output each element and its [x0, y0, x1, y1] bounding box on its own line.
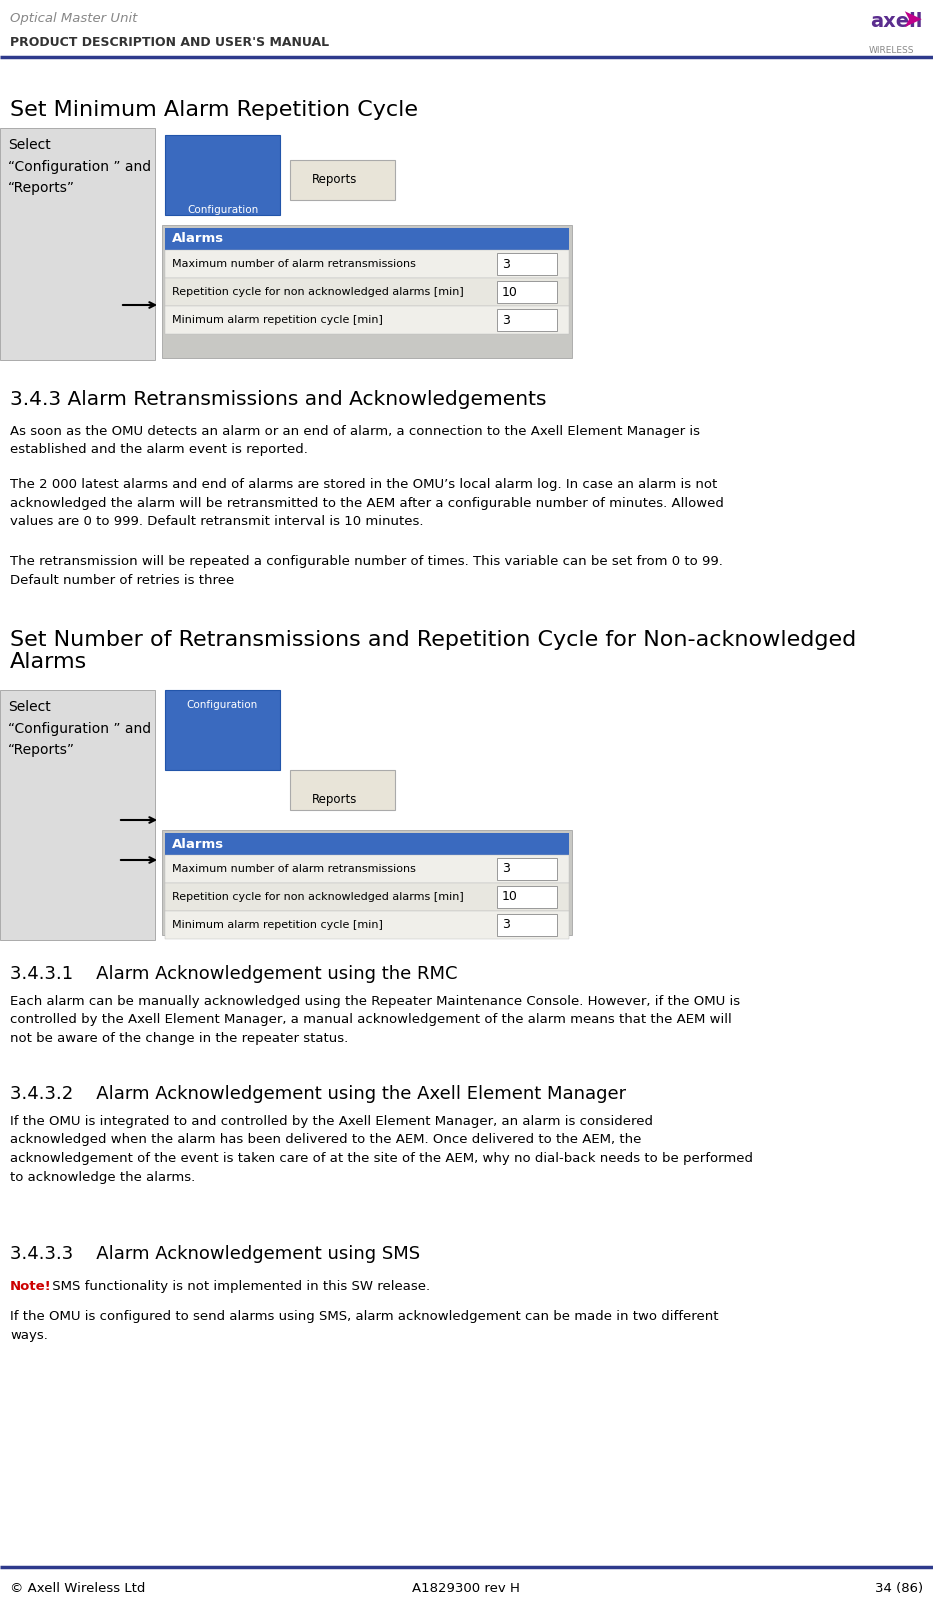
Text: 3: 3	[502, 918, 509, 931]
Text: Reports: Reports	[312, 794, 357, 807]
Text: If the OMU is integrated to and controlled by the Axell Element Manager, an alar: If the OMU is integrated to and controll…	[10, 1115, 753, 1183]
Text: Repetition cycle for non acknowledged alarms [min]: Repetition cycle for non acknowledged al…	[172, 287, 464, 297]
Bar	[165, 691, 280, 770]
Bar	[165, 910, 569, 939]
Bar	[497, 859, 557, 880]
Text: The retransmission will be repeated a configurable number of times. This variabl: The retransmission will be repeated a co…	[10, 555, 723, 586]
Text: 3.4.3.1    Alarm Acknowledgement using the RMC: 3.4.3.1 Alarm Acknowledgement using the …	[10, 965, 457, 983]
Bar	[497, 281, 557, 303]
Bar	[497, 914, 557, 936]
Bar	[290, 160, 395, 200]
Bar	[497, 253, 557, 274]
Text: If the OMU is configured to send alarms using SMS, alarm acknowledgement can be : If the OMU is configured to send alarms …	[10, 1311, 718, 1341]
Text: 10: 10	[502, 286, 518, 299]
Text: Optical Master Unit: Optical Master Unit	[10, 11, 137, 24]
Text: A1829300 rev H: A1829300 rev H	[412, 1582, 520, 1595]
Text: © Axell Wireless Ltd: © Axell Wireless Ltd	[10, 1582, 146, 1595]
Bar	[165, 250, 569, 278]
Text: 3: 3	[502, 313, 509, 326]
Text: As soon as the OMU detects an alarm or an end of alarm, a connection to the Axel: As soon as the OMU detects an alarm or a…	[10, 424, 700, 457]
Text: Set Minimum Alarm Repetition Cycle: Set Minimum Alarm Repetition Cycle	[10, 100, 418, 119]
Text: PRODUCT DESCRIPTION AND USER'S MANUAL: PRODUCT DESCRIPTION AND USER'S MANUAL	[10, 36, 329, 48]
Bar	[165, 307, 569, 334]
Text: Configuration: Configuration	[187, 205, 258, 215]
Bar	[162, 830, 572, 935]
Bar	[165, 855, 569, 883]
Text: axell: axell	[870, 11, 923, 31]
Bar	[0, 128, 155, 360]
Text: Select
“Configuration ” and
“Reports”: Select “Configuration ” and “Reports”	[8, 139, 151, 195]
Text: 3.4.3 Alarm Retransmissions and Acknowledgements: 3.4.3 Alarm Retransmissions and Acknowle…	[10, 391, 547, 408]
Bar	[165, 883, 569, 910]
Text: Alarms: Alarms	[172, 232, 224, 245]
Text: 10: 10	[502, 891, 518, 904]
Text: Repetition cycle for non acknowledged alarms [min]: Repetition cycle for non acknowledged al…	[172, 893, 464, 902]
Text: Reports: Reports	[312, 173, 357, 187]
Text: Note!: Note!	[10, 1280, 51, 1293]
Text: 3: 3	[502, 862, 509, 875]
Text: Select
“Configuration ” and
“Reports”: Select “Configuration ” and “Reports”	[8, 700, 151, 757]
Text: SMS functionality is not implemented in this SW release.: SMS functionality is not implemented in …	[48, 1280, 430, 1293]
Bar	[497, 308, 557, 331]
Bar	[165, 833, 569, 855]
Bar	[165, 278, 569, 307]
Bar	[0, 691, 155, 939]
Text: Set Number of Retransmissions and Repetition Cycle for Non-acknowledged
Alarms: Set Number of Retransmissions and Repeti…	[10, 629, 856, 673]
Text: Maximum number of alarm retransmissions: Maximum number of alarm retransmissions	[172, 258, 416, 270]
Text: 3.4.3.3    Alarm Acknowledgement using SMS: 3.4.3.3 Alarm Acknowledgement using SMS	[10, 1244, 420, 1264]
Bar	[290, 770, 395, 810]
Text: Alarms: Alarms	[172, 838, 224, 851]
Text: 34 (86): 34 (86)	[875, 1582, 923, 1595]
Text: 3: 3	[502, 258, 509, 271]
Bar	[162, 224, 572, 358]
Text: ➤: ➤	[901, 8, 923, 32]
Text: Minimum alarm repetition cycle [min]: Minimum alarm repetition cycle [min]	[172, 315, 383, 324]
Text: WIRELESS: WIRELESS	[869, 47, 913, 55]
Bar	[165, 136, 280, 215]
Text: Minimum alarm repetition cycle [min]: Minimum alarm repetition cycle [min]	[172, 920, 383, 930]
Text: Maximum number of alarm retransmissions: Maximum number of alarm retransmissions	[172, 863, 416, 875]
Text: The 2 000 latest alarms and end of alarms are stored in the OMU’s local alarm lo: The 2 000 latest alarms and end of alarm…	[10, 478, 724, 528]
Bar	[165, 228, 569, 250]
Text: Configuration: Configuration	[187, 700, 258, 710]
Text: Each alarm can be manually acknowledged using the Repeater Maintenance Console. : Each alarm can be manually acknowledged …	[10, 994, 740, 1044]
Text: 3.4.3.2    Alarm Acknowledgement using the Axell Element Manager: 3.4.3.2 Alarm Acknowledgement using the …	[10, 1085, 626, 1102]
Bar	[497, 886, 557, 909]
